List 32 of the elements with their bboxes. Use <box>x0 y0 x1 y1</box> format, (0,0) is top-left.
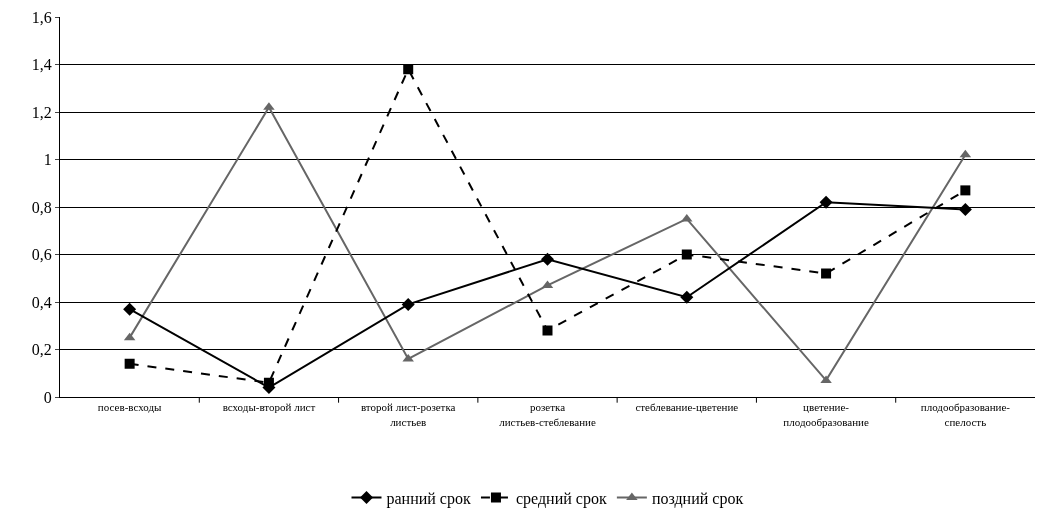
point <box>819 195 833 209</box>
y-tick-label: 0,2 <box>31 341 52 359</box>
point <box>123 302 137 316</box>
point <box>542 325 553 336</box>
y-tick-label: 0,6 <box>31 246 52 264</box>
point <box>680 290 694 304</box>
point <box>821 268 832 279</box>
y-tick-label: 0,4 <box>31 293 52 311</box>
x-tick-label: всходы-второй лист <box>222 401 316 414</box>
point <box>960 185 971 196</box>
y-tick-label: 0 <box>43 388 52 406</box>
x-tick-label: стеблевание-цветение <box>635 401 739 414</box>
point <box>958 202 972 216</box>
y-tick-label: 0,8 <box>31 198 52 216</box>
x-tick-label: второй лист-розетка листьев <box>360 401 456 428</box>
legend-label: поздний срок <box>651 489 744 508</box>
y-tick-label: 1 <box>43 151 52 169</box>
point <box>681 213 693 222</box>
point <box>401 297 415 311</box>
y-tick-label: 1,2 <box>31 103 52 121</box>
point <box>541 252 554 266</box>
point <box>124 358 135 369</box>
legend-label: ранний срок <box>386 489 471 508</box>
y-tick-label: 1,6 <box>31 8 52 26</box>
point <box>681 249 692 260</box>
x-tick-label: плодообразование-спелость <box>920 401 1011 428</box>
x-tick-label: цветение-плодообразование <box>783 401 869 428</box>
y-tick-label: 1,4 <box>31 56 52 74</box>
x-tick-label: посев-всходы <box>97 401 163 414</box>
legend-label: средний срок <box>515 489 607 508</box>
x-tick-label: розетка листьев-стеблевание <box>499 401 596 428</box>
point <box>403 64 414 75</box>
